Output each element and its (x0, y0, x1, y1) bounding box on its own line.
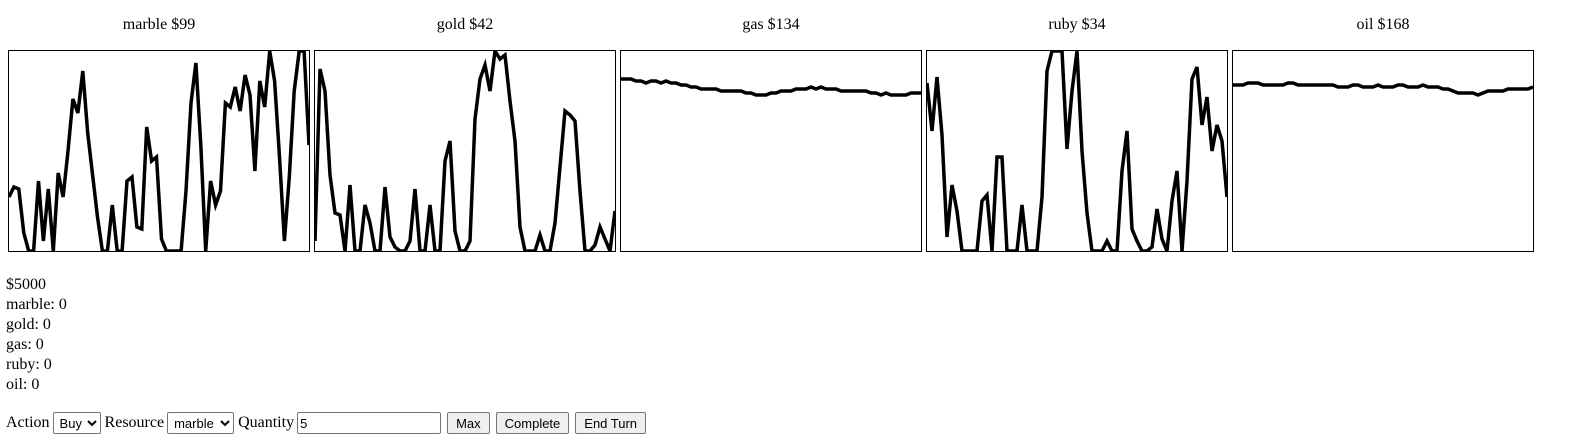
chart-panel-oil: oil $168 (1232, 14, 1534, 252)
holding-gas: gas: 0 (6, 336, 44, 353)
holding-gold: gold: 0 (6, 316, 51, 333)
price-chart (620, 50, 922, 252)
chart-panel-gas: gas $134 (620, 14, 922, 252)
chart-panel-marble: marble $99 (8, 14, 310, 252)
resource-label: Resource (104, 414, 165, 431)
price-line (926, 50, 1228, 252)
player-stats: $5000 marble: 0 gold: 0 gas: 0 ruby: 0 o… (6, 275, 67, 395)
chart-title: gas $134 (742, 16, 800, 33)
price-line (1233, 81, 1534, 97)
money-balance: $5000 (6, 276, 46, 293)
chart-frame (8, 50, 310, 252)
end-turn-button[interactable]: End Turn (575, 412, 647, 434)
chart-frame (1232, 50, 1534, 252)
complete-button[interactable]: Complete (495, 412, 570, 434)
chart-title: oil $168 (1356, 16, 1410, 33)
holding-oil: oil: 0 (6, 376, 40, 393)
chart-title: marble $99 (122, 16, 196, 33)
price-chart (8, 50, 310, 252)
action-label: Action (6, 414, 50, 431)
price-line (8, 50, 310, 252)
price-chart (314, 50, 616, 252)
holding-ruby: ruby: 0 (6, 356, 52, 373)
action-select[interactable]: Buy (52, 412, 101, 434)
price-line (621, 77, 921, 97)
trade-controls: Action Buy Resource marble Quantity Max … (6, 411, 652, 435)
max-button[interactable]: Max (447, 412, 490, 434)
quantity-input[interactable] (297, 412, 442, 434)
price-chart (1232, 50, 1534, 252)
chart-panel-ruby: ruby $34 (926, 14, 1228, 252)
quantity-label: Quantity (238, 414, 295, 431)
resource-select[interactable]: marble (167, 412, 235, 434)
chart-title: gold $42 (436, 16, 494, 33)
chart-title: ruby $34 (1048, 16, 1106, 33)
chart-panel-gold: gold $42 (314, 14, 616, 252)
chart-frame (314, 50, 616, 252)
chart-frame (926, 50, 1228, 252)
chart-frame (620, 50, 922, 252)
price-chart (926, 50, 1228, 252)
holding-marble: marble: 0 (6, 296, 67, 313)
charts-row: marble $99 gold $42 gas $134 ruby $34 oi… (8, 14, 1534, 252)
price-line (314, 50, 616, 252)
